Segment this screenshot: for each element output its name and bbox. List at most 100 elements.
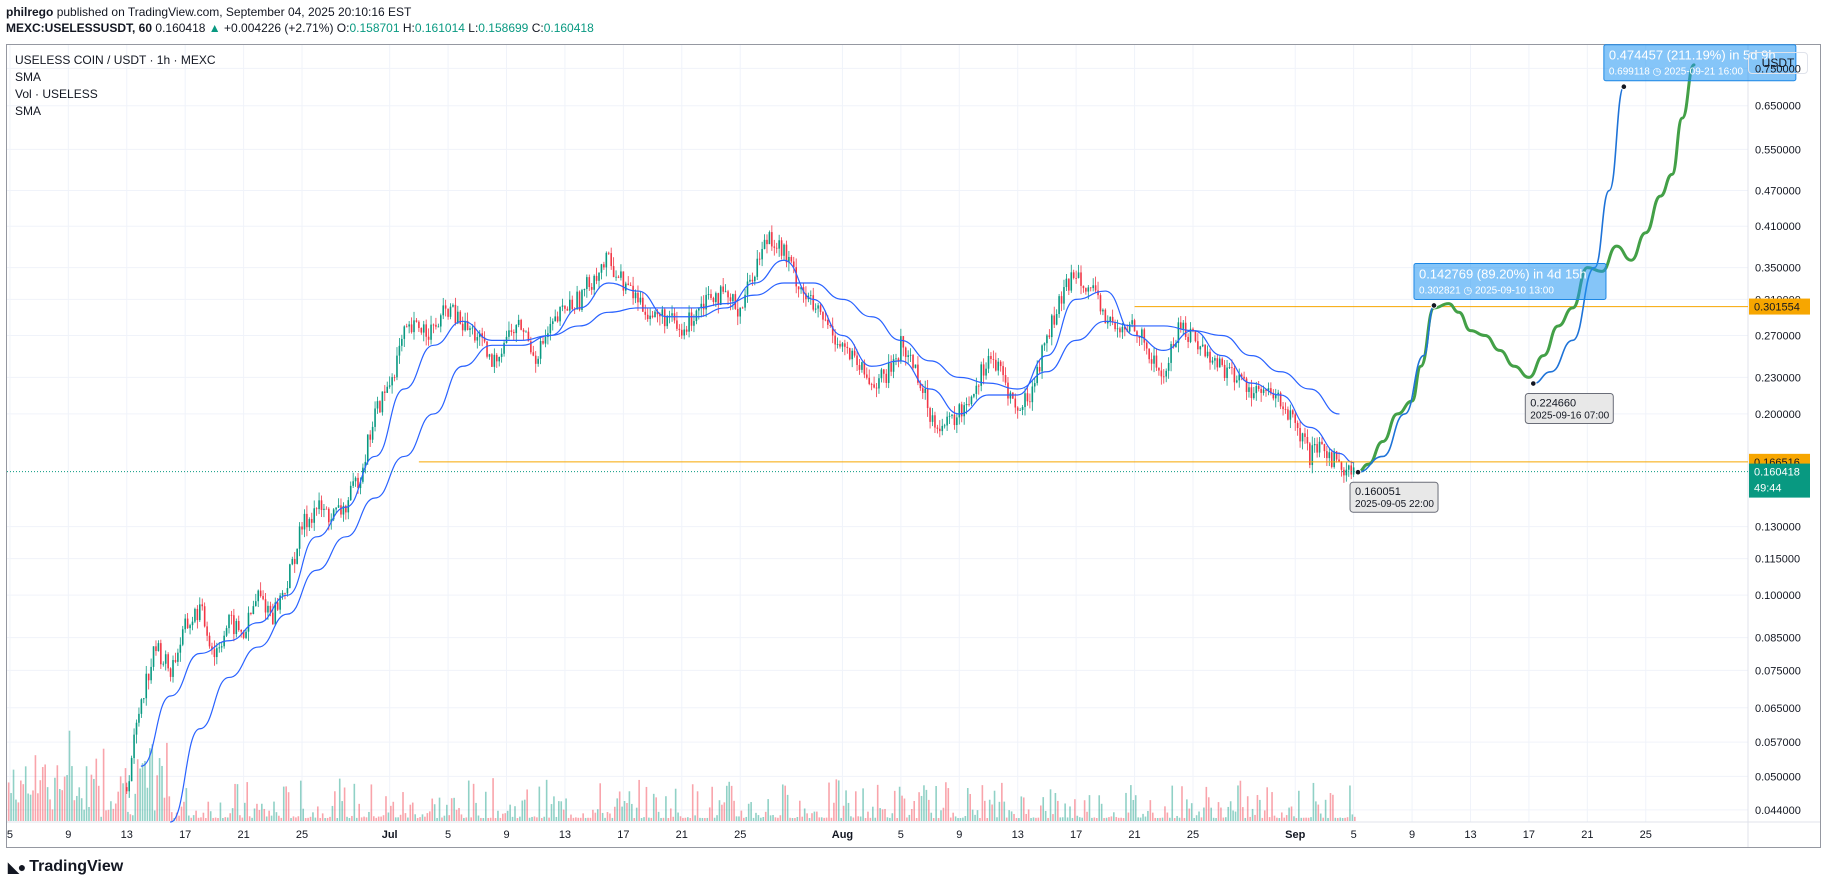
publisher-name[interactable]: philrego — [6, 5, 54, 19]
volume-bar — [511, 816, 514, 821]
volume-bar — [842, 805, 845, 821]
volume-bar — [1122, 817, 1125, 821]
volume-bar — [504, 813, 507, 821]
volume-bar — [44, 764, 46, 821]
volume-bar — [879, 808, 881, 821]
volume-bar — [1349, 785, 1351, 821]
volume-bar — [674, 788, 677, 821]
volume-bar — [443, 815, 446, 821]
candle-body — [1199, 346, 1202, 350]
volume-bar — [806, 813, 808, 821]
volume-bar — [1030, 817, 1032, 821]
volume-bar — [1147, 810, 1149, 821]
volume-bar — [716, 815, 718, 821]
volume-bar — [1336, 817, 1339, 821]
symbol-label[interactable]: MEXC:USELESSUSDT, 60 — [6, 21, 153, 35]
volume-bar — [857, 816, 860, 821]
volume-bar — [1300, 817, 1303, 821]
candle-body — [654, 311, 656, 318]
volume-bar — [825, 817, 828, 821]
candle-body — [883, 369, 885, 374]
candle-body — [1338, 459, 1340, 463]
candle-body — [328, 508, 330, 523]
candle-body — [605, 252, 608, 268]
chart-frame[interactable] — [6, 44, 1821, 848]
candle-body — [1240, 374, 1243, 377]
volume-bar — [1132, 799, 1135, 821]
volume-bar — [725, 785, 728, 821]
volume-bar — [1285, 815, 1288, 821]
candle-body — [1167, 362, 1170, 371]
legend-sma-2[interactable]: SMA — [15, 104, 42, 118]
volume-bar — [1251, 808, 1254, 821]
volume-bar — [1244, 817, 1247, 821]
volume-bar — [1332, 794, 1334, 821]
candle-body — [366, 434, 369, 462]
currency-unit-button[interactable]: USDT — [1748, 52, 1808, 74]
volume-bar — [95, 758, 98, 821]
candle-body — [977, 385, 980, 387]
volume-bar — [669, 808, 672, 821]
volume-bar — [465, 817, 468, 821]
candle-body — [744, 294, 746, 308]
volume-bar — [187, 815, 190, 821]
candle-body — [810, 295, 812, 296]
tradingview-logo[interactable]: ◣● TradingView — [8, 858, 123, 876]
volume-bar — [185, 788, 188, 821]
candle-body — [1116, 328, 1119, 330]
volume-bar — [387, 812, 390, 821]
candles — [125, 225, 1355, 798]
candle-body — [160, 643, 162, 665]
candle-body — [865, 374, 868, 378]
volume-bar — [207, 801, 210, 821]
candle-body — [617, 276, 620, 278]
candle-body — [498, 356, 501, 362]
legend-title[interactable]: USELESS COIN / USDT · 1h · MEXC — [15, 53, 216, 67]
candle-body — [1197, 341, 1199, 350]
candle-body — [420, 327, 423, 333]
volume-bar — [1105, 817, 1108, 821]
candle-body — [873, 384, 875, 388]
candle-body — [1043, 343, 1046, 346]
candle-body — [1192, 328, 1194, 331]
candle-body — [267, 605, 269, 613]
volume-bar — [365, 817, 368, 821]
anchor-point — [1529, 380, 1537, 387]
volume-bar — [1125, 792, 1127, 821]
volume-bar — [886, 817, 889, 821]
volume-bar — [772, 814, 774, 821]
volume-bar — [604, 817, 606, 821]
volume-bar — [1039, 805, 1042, 821]
candle-body — [342, 505, 345, 515]
candle-body — [1211, 360, 1214, 363]
legend-sma-1[interactable]: SMA — [15, 70, 42, 84]
candle-body — [364, 461, 367, 468]
volume-bar — [480, 817, 482, 821]
candle-body — [459, 311, 462, 324]
candle-body — [900, 336, 902, 361]
volume-bar — [397, 817, 399, 821]
legend-volume[interactable]: Vol · USELESS — [15, 87, 98, 101]
candle-body — [1165, 370, 1168, 377]
volume-bar — [497, 810, 499, 821]
candle-body — [340, 505, 342, 515]
candle-body — [230, 614, 233, 616]
candle-body — [240, 630, 242, 632]
candle-body — [848, 348, 851, 360]
volume-bar — [1074, 799, 1076, 821]
candle-body — [1311, 445, 1314, 466]
volume-bar — [200, 817, 202, 821]
candle-body — [943, 425, 946, 427]
time-tick-label: 17 — [1523, 829, 1535, 841]
candle-body — [1260, 388, 1262, 393]
volume-bar — [677, 812, 679, 821]
candle-body — [637, 292, 639, 303]
volume-bar — [971, 809, 974, 821]
candle-body — [318, 500, 320, 510]
volume-bar — [949, 817, 952, 821]
candle-body — [488, 354, 491, 357]
candle-body — [211, 646, 213, 650]
volume-bar — [606, 812, 609, 821]
volume-bar — [565, 798, 567, 821]
